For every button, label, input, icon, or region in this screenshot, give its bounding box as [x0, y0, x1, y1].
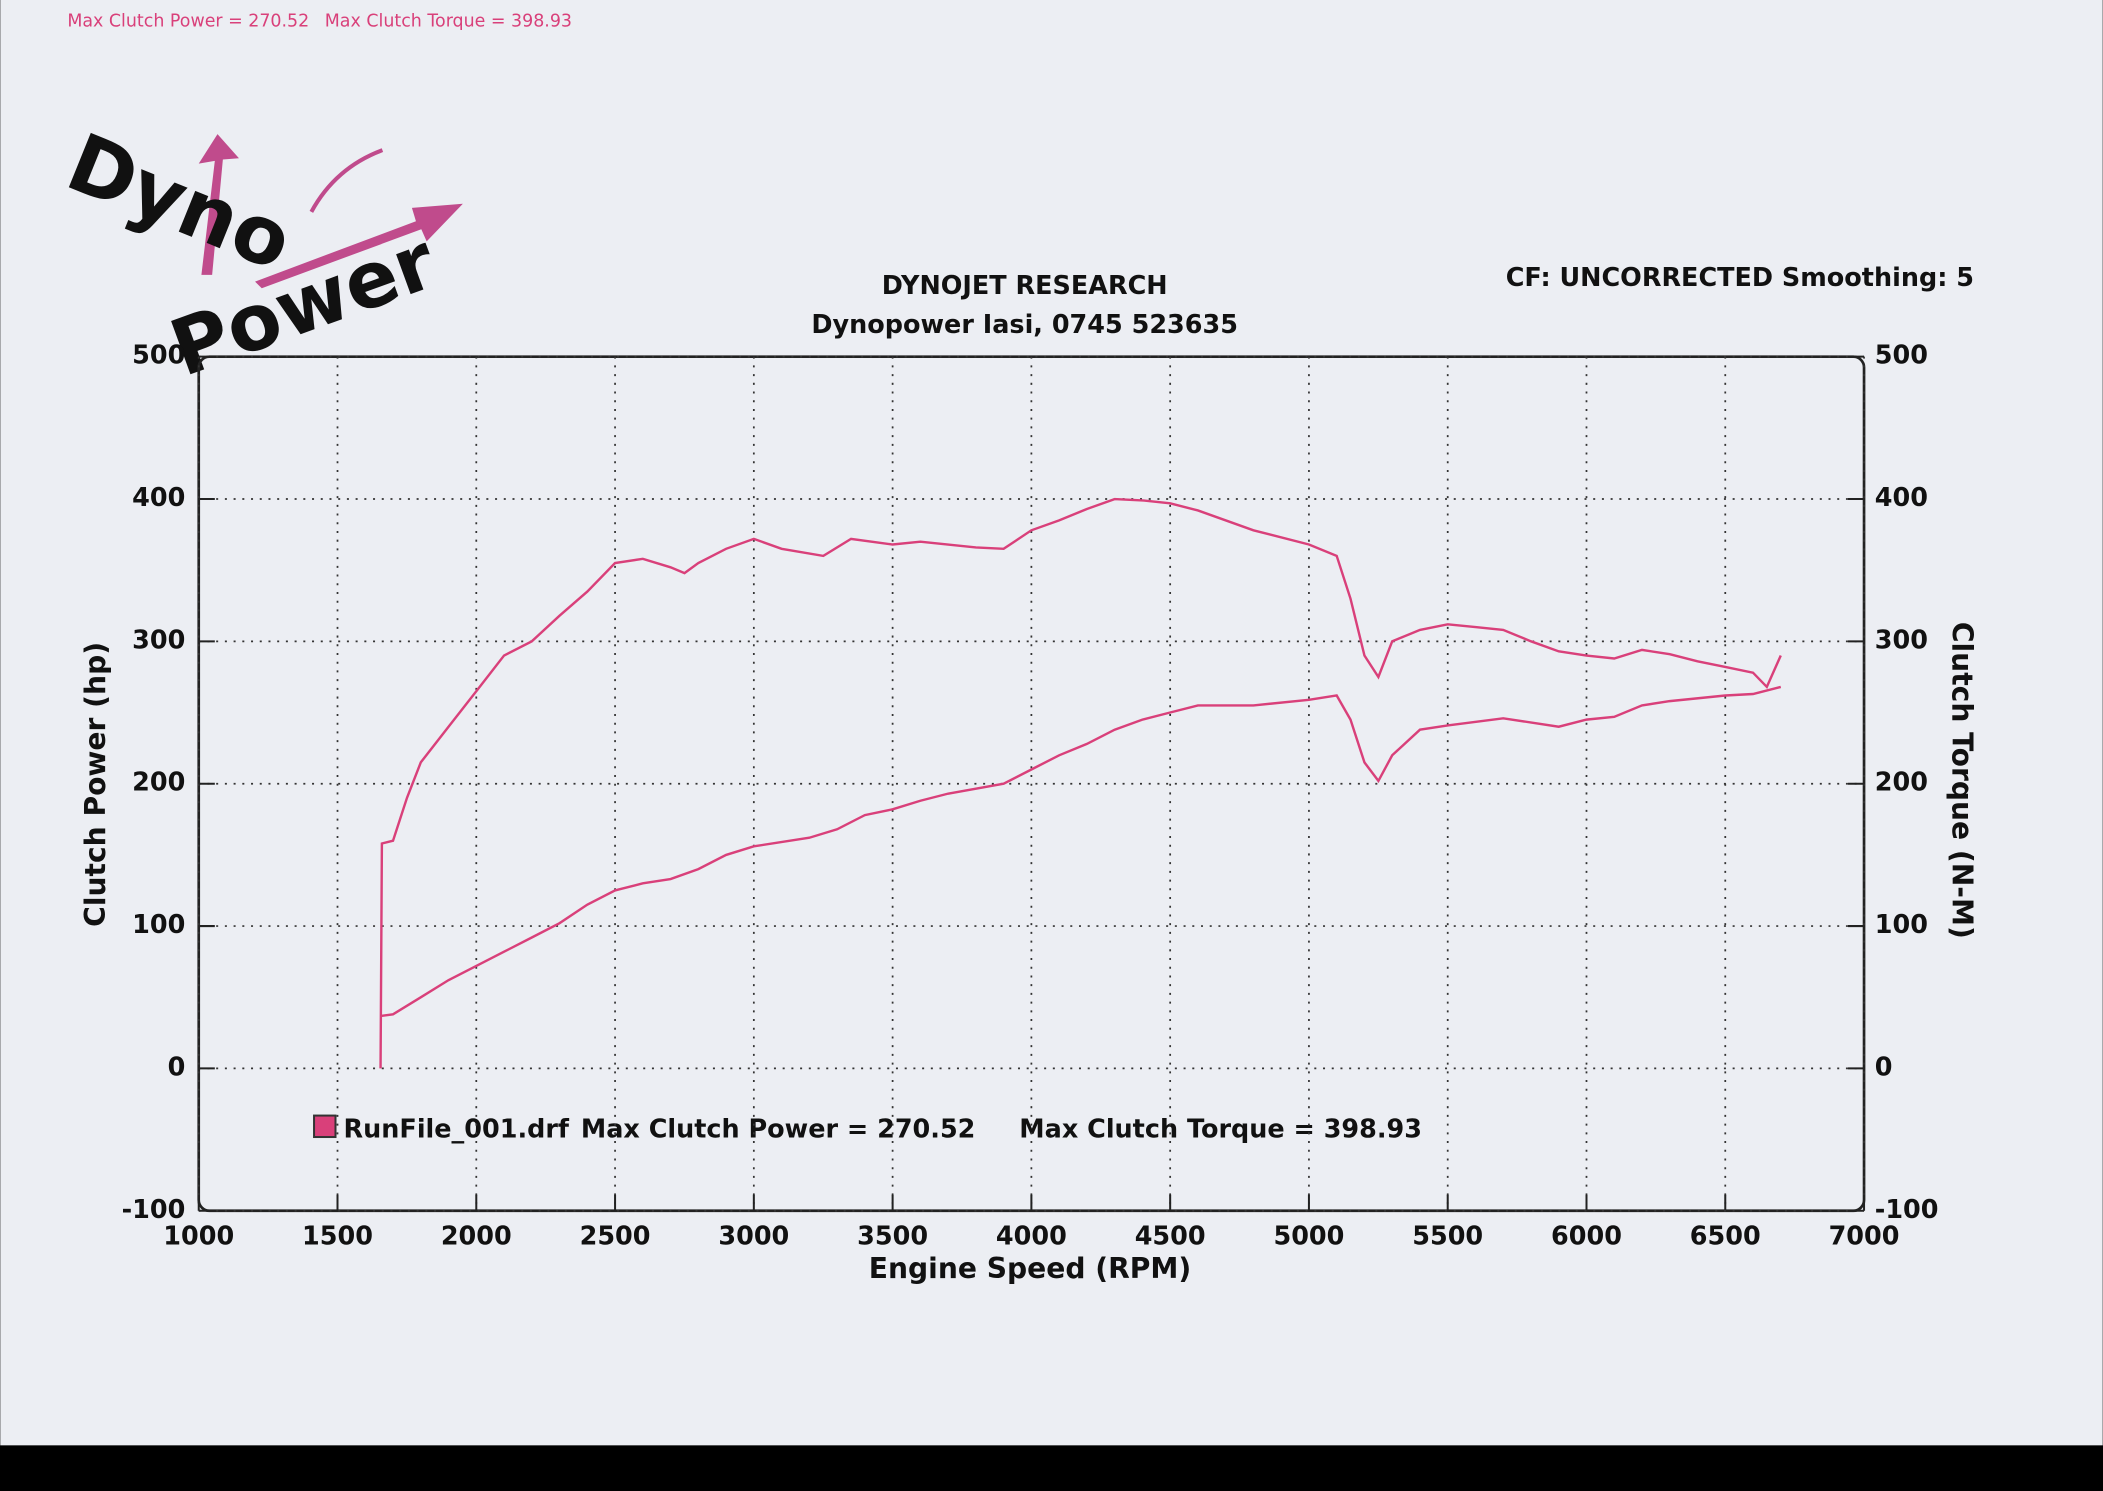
x-tick-label: 5500 — [1412, 1222, 1483, 1252]
y-tick-label: 500 — [132, 341, 185, 371]
y2-tick-label: -100 — [1875, 1195, 1939, 1225]
x-axis-label: Engine Speed (RPM) — [869, 1252, 1192, 1285]
legend: RunFile_001.drf Max Clutch Power = 270.5… — [313, 1114, 1422, 1144]
y-tick-label: 0 — [168, 1052, 186, 1082]
x-tick-label: 3500 — [857, 1222, 928, 1252]
legend-swatch — [313, 1114, 337, 1139]
x-tick-label: 6000 — [1551, 1222, 1622, 1252]
x-tick-label: 2000 — [441, 1222, 512, 1252]
x-tick-label: 4000 — [996, 1222, 1067, 1252]
x-tick-label: 7000 — [1829, 1222, 1900, 1252]
logo-arrow — [255, 203, 463, 289]
y2-tick-label: 200 — [1875, 768, 1928, 798]
paper — [0, 0, 2103, 1446]
scan-edge — [0, 1445, 2103, 1491]
chart-title: DYNOJET RESEARCH — [882, 271, 1168, 301]
x-tick-label: 1500 — [302, 1222, 373, 1252]
y2-tick-label: 400 — [1875, 483, 1928, 513]
x-tick-label: 4500 — [1135, 1222, 1206, 1252]
x-tick-label: 2500 — [580, 1222, 651, 1252]
header-text: Max Clutch Torque = 398.93 — [325, 11, 572, 31]
legend-annotation: Max Clutch Torque = 398.93 — [1019, 1114, 1422, 1144]
y-tick-label: -100 — [122, 1195, 186, 1225]
legend-label: RunFile_001.drf — [344, 1114, 570, 1144]
y-tick-label: 300 — [132, 625, 185, 655]
legend-annotation: Max Clutch Power = 270.52 — [581, 1114, 976, 1144]
y2-tick-label: 300 — [1875, 625, 1928, 655]
logo-arrow — [198, 134, 239, 275]
y2-tick-label: 100 — [1875, 910, 1928, 940]
x-tick-label: 3000 — [718, 1222, 789, 1252]
y-axis-label: Clutch Power (hp) — [79, 642, 112, 927]
x-tick-label: 6500 — [1690, 1222, 1761, 1252]
y2-axis-label: Clutch Torque (N-M) — [1946, 622, 1979, 939]
settings-text: CF: UNCORRECTED Smoothing: 5 — [1506, 263, 1974, 293]
y-tick-label: 100 — [132, 910, 185, 940]
y2-tick-label: 0 — [1875, 1052, 1893, 1082]
y2-tick-label: 500 — [1875, 341, 1928, 371]
y-tick-label: 200 — [132, 768, 185, 798]
y-tick-label: 400 — [132, 483, 185, 513]
x-tick-label: 5000 — [1273, 1222, 1344, 1252]
x-tick-label: 1000 — [163, 1222, 234, 1252]
series-line — [381, 685, 1782, 1018]
series-line — [379, 497, 1782, 1069]
header-text: Max Clutch Power = 270.52 — [67, 11, 309, 31]
chart-subtitle: Dynopower Iasi, 0745 523635 — [811, 310, 1238, 340]
logo-arc — [309, 148, 384, 213]
